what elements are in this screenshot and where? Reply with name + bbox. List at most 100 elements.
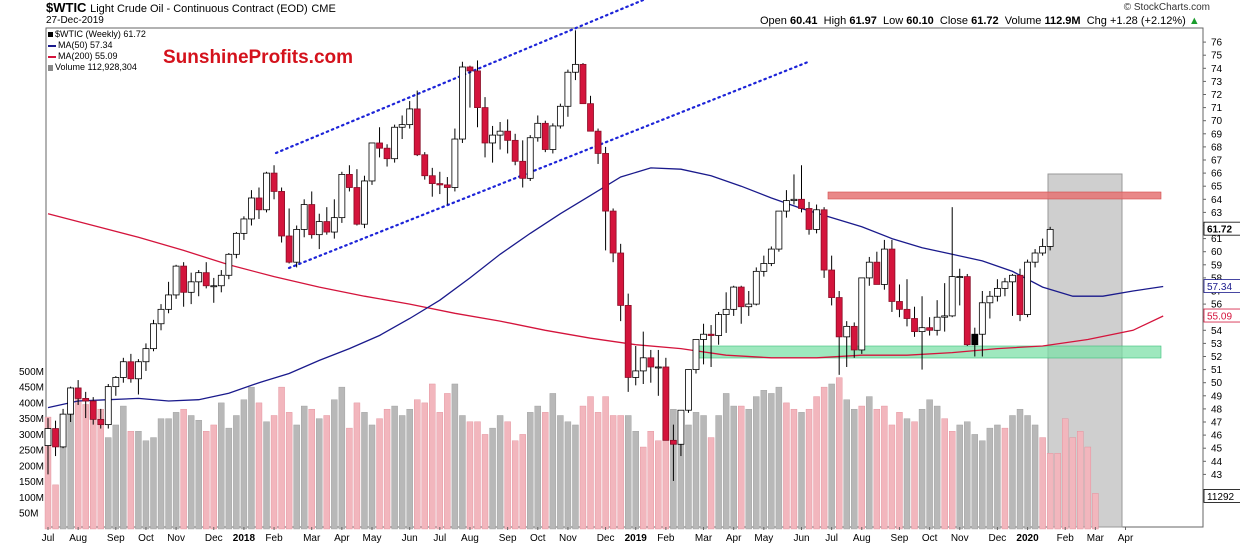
volume-bar — [496, 415, 504, 530]
volume-bar — [353, 402, 361, 530]
y-tick-label: 58 — [1211, 273, 1223, 284]
volume-bar — [308, 408, 315, 530]
candle-body — [97, 418, 105, 426]
x-tick-label: Nov — [951, 533, 969, 544]
ma200-line — [47, 213, 1164, 359]
x-tick-label: Aug — [853, 533, 871, 544]
volume-bar — [255, 402, 263, 530]
volume-bar — [210, 424, 217, 530]
ticker-description: Light Crude Oil - Continuous Contract (E… — [90, 3, 308, 15]
y-tick-label: 47 — [1211, 418, 1223, 429]
candle-body — [918, 327, 926, 333]
volume-bar — [1062, 418, 1069, 530]
volume-bar — [316, 418, 323, 530]
candle-body — [873, 261, 881, 285]
candle-body — [745, 303, 753, 308]
candle-body — [685, 369, 692, 411]
volume-bar — [187, 415, 195, 530]
x-tick-label: Dec — [989, 533, 1007, 544]
volume-axis-label: 350M — [19, 414, 44, 425]
volume-bar — [979, 440, 986, 530]
candle-body — [1016, 274, 1024, 315]
volume-bar — [805, 408, 813, 530]
last-ma50-label-box — [1203, 279, 1240, 293]
stockcharts-credit[interactable]: © StockCharts.com — [1123, 2, 1210, 13]
volume-bar — [964, 421, 971, 530]
candle-body — [104, 386, 112, 426]
candle-body — [436, 183, 444, 186]
volume-bar — [142, 440, 150, 530]
y-tick-label: 68 — [1211, 142, 1223, 153]
x-tick-label: Mar — [695, 533, 713, 544]
candle-body — [391, 126, 399, 160]
candle-body — [587, 103, 594, 132]
candle-body — [971, 333, 979, 346]
candle-body — [994, 287, 1001, 297]
candle-body — [443, 184, 451, 188]
volume-axis-label: 200M — [19, 461, 44, 472]
volume-axis-label: 300M — [19, 430, 44, 441]
volume-bar — [722, 393, 730, 530]
volume-bar — [225, 427, 233, 530]
x-tick-label: 2018 — [233, 533, 256, 544]
candle-body — [888, 248, 896, 302]
candle-body — [135, 361, 142, 380]
y-tick-label: 45 — [1211, 444, 1223, 455]
volume-bar — [504, 421, 511, 530]
candle-body — [1009, 274, 1016, 283]
x-tick-label: Aug — [69, 533, 87, 544]
candle-body — [956, 276, 964, 278]
legend-volume: Volume 112,928,304 — [48, 62, 146, 73]
candle-body — [549, 125, 557, 150]
volume-bar — [572, 424, 579, 530]
y-tick-label: 76 — [1211, 38, 1223, 49]
volume-bar — [647, 431, 654, 530]
candle-body — [632, 370, 640, 378]
volume-bar — [775, 386, 783, 530]
candle-body — [466, 66, 474, 72]
candle-body — [896, 301, 903, 310]
candle-body — [474, 70, 481, 108]
candle-body — [903, 308, 911, 319]
volume-bar — [323, 415, 330, 530]
volume-bar — [338, 386, 346, 530]
y-tick-label: 72 — [1211, 90, 1223, 101]
volume-bar — [391, 405, 398, 530]
candle-body — [670, 439, 677, 445]
x-tick-label: Apr — [726, 533, 742, 544]
volume-bar — [368, 424, 376, 530]
volume-value: 112.9M — [1044, 15, 1081, 27]
candle-body — [172, 265, 180, 296]
volume-bar — [263, 421, 270, 530]
y-tick-label: 74 — [1211, 64, 1223, 75]
volume-bar — [195, 420, 202, 530]
candle-body — [722, 308, 730, 315]
candle-body — [813, 209, 820, 230]
ticker-symbol: $WTIC — [46, 0, 87, 15]
volume-bar — [421, 402, 428, 530]
volume-axis-label: 450M — [19, 383, 44, 394]
volume-bar — [707, 437, 715, 530]
volume-bar — [1077, 431, 1084, 530]
x-tick-label: Oct — [922, 533, 938, 544]
candle-body — [421, 154, 429, 177]
volume-bar — [624, 415, 632, 530]
y-tick-label: 43 — [1211, 470, 1223, 481]
volume-bar — [1039, 437, 1046, 530]
volume-bar — [414, 399, 421, 530]
volume-bar — [745, 408, 752, 530]
candle-body — [308, 204, 316, 236]
volume-bar — [1084, 446, 1092, 530]
candle-body — [496, 130, 504, 136]
volume-bar — [527, 412, 534, 530]
candle-body — [760, 263, 768, 272]
candle-body — [361, 180, 368, 225]
volume-bar — [451, 383, 459, 530]
volume-bar — [549, 393, 557, 530]
candle-body — [828, 269, 836, 298]
candle-body — [519, 160, 527, 179]
last-ma200-label: 55.09 — [1207, 312, 1232, 323]
candle-body — [165, 294, 172, 310]
volume-bar — [300, 405, 308, 530]
y-tick-label: 56 — [1211, 300, 1223, 311]
